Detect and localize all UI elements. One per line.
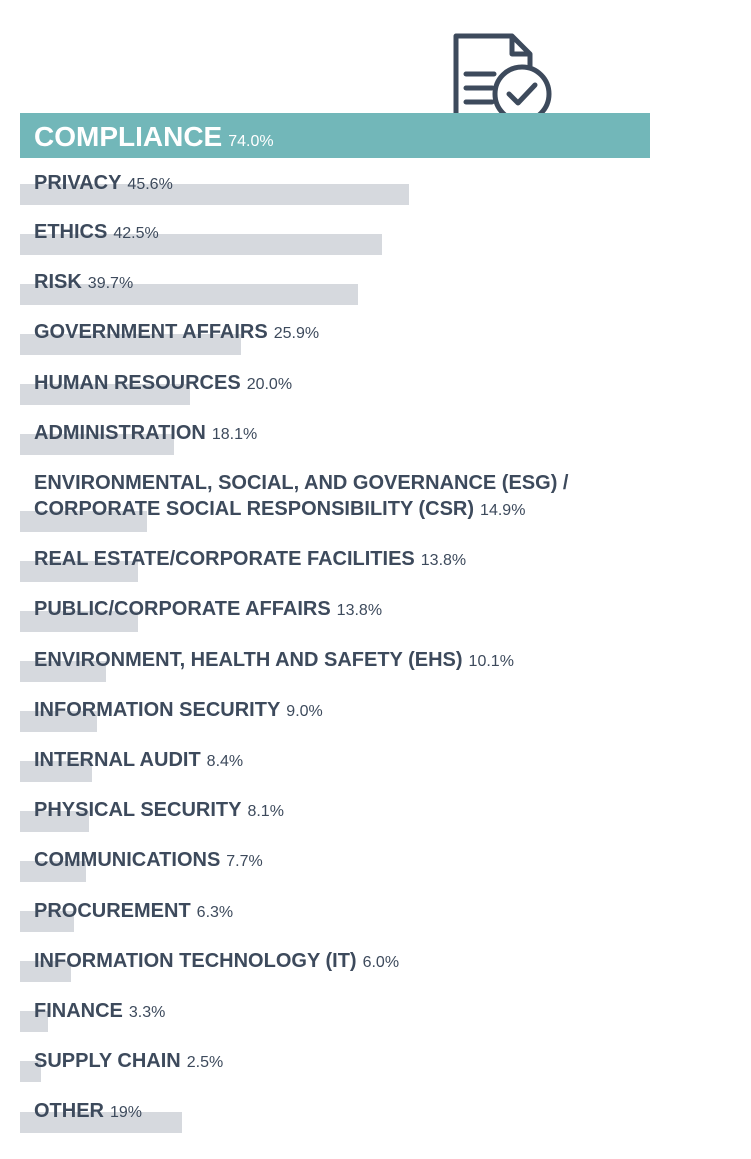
category-name: HUMAN RESOURCES (34, 372, 241, 394)
category-name: COMMUNICATIONS (34, 849, 221, 871)
value-label: 45.6% (127, 176, 173, 193)
value-label: 42.5% (113, 225, 159, 242)
category-label: INTERNAL AUDIT 8.4% (34, 747, 243, 775)
category-label: PUBLIC/CORPORATE AFFAIRS 13.8% (34, 596, 382, 624)
bar (20, 511, 147, 532)
category-label: SUPPLY CHAIN 2.5% (34, 1048, 223, 1076)
value-label: 19% (110, 1104, 143, 1121)
bar (20, 234, 382, 255)
category-label: FINANCE 3.3% (34, 998, 165, 1026)
category-name: ETHICS (34, 221, 108, 243)
bar (20, 661, 106, 682)
category-label: INFORMATION TECHNOLOGY (IT) 6.0% (34, 948, 399, 976)
value-label: 13.8% (420, 552, 467, 569)
category-name: ENVIRONMENT, HEALTH AND SAFETY (EHS) (34, 649, 463, 671)
value-label: 3.3% (128, 1004, 166, 1021)
bar (20, 1061, 41, 1082)
bar (20, 1011, 48, 1032)
compliance-bar (20, 113, 650, 158)
value-label: 6.3% (196, 904, 234, 921)
bar (20, 911, 74, 932)
category-name: REAL ESTATE/CORPORATE FACILITIES (34, 548, 415, 570)
category-label: PROCUREMENT 6.3% (34, 898, 233, 926)
category-label: ENVIRONMENT, HEALTH AND SAFETY (EHS) 10.1… (34, 647, 514, 675)
bar (20, 811, 89, 832)
category-name: GOVERNMENT AFFAIRS (34, 321, 268, 343)
bar (20, 334, 241, 355)
value-label: 13.8% (336, 602, 383, 619)
category-label: INFORMATION SECURITY 9.0% (34, 697, 323, 725)
bar (20, 434, 174, 455)
category-name: PRIVACY (34, 172, 122, 194)
compliance-value-label: 74.0% (228, 133, 274, 150)
bar (20, 611, 138, 632)
value-label: 25.9% (273, 325, 320, 342)
bar (20, 184, 409, 205)
category-label: PRIVACY 45.6% (34, 170, 173, 198)
bar (20, 761, 92, 782)
bar (20, 711, 97, 732)
value-label: 8.4% (206, 753, 244, 770)
category-name: SUPPLY CHAIN (34, 1050, 181, 1072)
compliance-label-text: COMPLIANCE (34, 121, 223, 152)
bar (20, 384, 190, 405)
category-name: ADMINISTRATION (34, 422, 206, 444)
bar (20, 961, 71, 982)
category-label: ADMINISTRATION 18.1% (34, 420, 257, 448)
category-name: INFORMATION TECHNOLOGY (IT) (34, 950, 357, 972)
category-name: ENVIRONMENTAL, SOCIAL, AND GOVERNANCE (E… (34, 472, 569, 520)
category-name: PHYSICAL SECURITY (34, 799, 242, 821)
category-label: GOVERNMENT AFFAIRS 25.9% (34, 319, 319, 347)
value-label: 7.7% (226, 853, 263, 870)
category-label: HUMAN RESOURCES 20.0% (34, 370, 292, 398)
value-label: 14.9% (480, 502, 526, 519)
category-name: RISK (34, 271, 82, 293)
value-label: 10.1% (468, 653, 514, 670)
value-label: 9.0% (286, 703, 323, 720)
category-name: PUBLIC/CORPORATE AFFAIRS (34, 598, 331, 620)
category-label: ENVIRONMENTAL, SOCIAL, AND GOVERNANCE (E… (34, 470, 568, 524)
category-label: REAL ESTATE/CORPORATE FACILITIES 13.8% (34, 546, 466, 574)
category-name: FINANCE (34, 1000, 123, 1022)
category-label: COMMUNICATIONS 7.7% (34, 847, 263, 875)
category-label: ETHICS 42.5% (34, 219, 159, 247)
compliance-label: COMPLIANCE 74.0% (34, 119, 274, 160)
value-label: 8.1% (247, 803, 284, 820)
category-label: OTHER 19% (34, 1098, 142, 1126)
value-label: 18.1% (211, 426, 258, 443)
category-name: INFORMATION SECURITY (34, 699, 281, 721)
category-name: PROCUREMENT (34, 900, 191, 922)
category-name: OTHER (34, 1100, 104, 1122)
value-label: 20.0% (246, 376, 293, 393)
bar (20, 561, 138, 582)
value-label: 2.5% (186, 1054, 224, 1071)
value-label: 39.7% (87, 275, 134, 292)
category-label: RISK 39.7% (34, 269, 133, 297)
category-label: PHYSICAL SECURITY 8.1% (34, 797, 284, 825)
bar (20, 861, 86, 882)
bar (20, 1112, 182, 1133)
value-label: 6.0% (362, 954, 400, 971)
bar (20, 284, 358, 305)
category-name: INTERNAL AUDIT (34, 749, 201, 771)
